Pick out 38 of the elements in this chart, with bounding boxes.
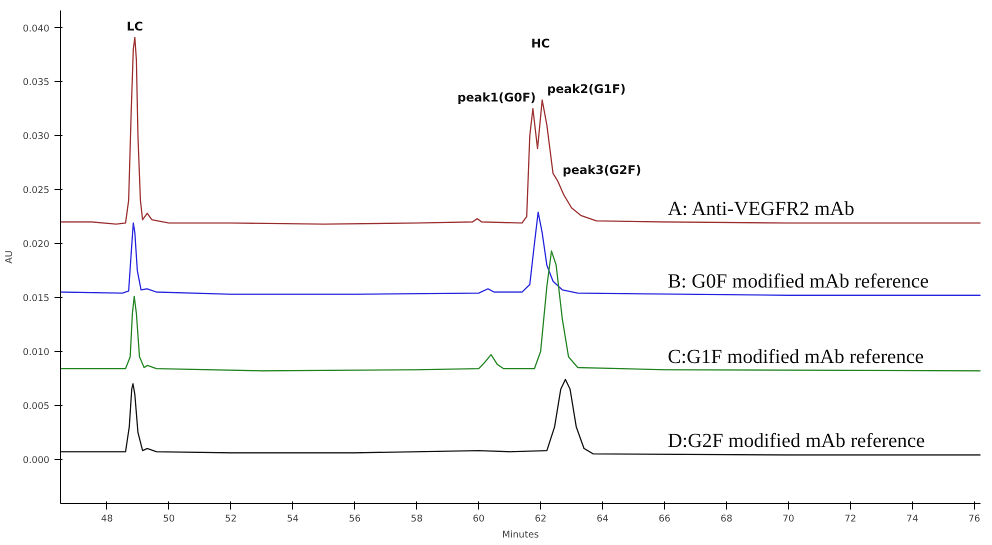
x-tick-label: 76 <box>968 514 980 524</box>
x-tick-label: 58 <box>410 514 423 524</box>
series-label: C:G1F modified mAb reference <box>668 346 924 368</box>
y-tick-label: 0.015 <box>22 292 50 304</box>
x-tick-label: 52 <box>224 514 237 524</box>
x-tick-label: 62 <box>534 514 547 524</box>
annotation: LC <box>126 19 144 34</box>
y-tick-label: 0.010 <box>22 346 50 358</box>
x-tick-label: 74 <box>906 514 918 524</box>
x-tick-label: 48 <box>101 514 113 524</box>
y-tick-label: 0.000 <box>22 454 50 466</box>
x-tick-label: 68 <box>720 514 732 524</box>
x-axis-title: Minutes <box>502 530 539 540</box>
x-tick-label: 66 <box>658 514 671 524</box>
series-label: B: G0F modified mAb reference <box>668 270 929 292</box>
x-tick-label: 64 <box>596 514 609 524</box>
y-tick-label: 0.025 <box>22 185 50 196</box>
y-tick-label: 0.030 <box>22 131 50 142</box>
series-label: A: Anti-VEGFR2 mAb <box>668 198 854 220</box>
annotation: HC <box>531 36 550 50</box>
y-tick-label: 0.035 <box>22 77 50 88</box>
annotation: peak3(G2F) <box>562 162 642 177</box>
x-tick-label: 54 <box>286 514 299 524</box>
annotation: peak1(G0F) <box>457 90 536 105</box>
line-series <box>60 378 980 456</box>
y-tick-label: 0.040 <box>22 23 50 34</box>
x-tick-label: 50 <box>162 514 175 524</box>
series-label: D:G2F modified mAb reference <box>668 430 925 452</box>
line-series <box>60 36 980 225</box>
annotation: peak2(G1F) <box>547 82 626 96</box>
x-tick-label: 72 <box>844 514 856 524</box>
y-axis-title: AU <box>4 250 15 264</box>
x-tick-label: 56 <box>348 514 361 524</box>
line-series <box>60 250 980 372</box>
x-tick-label: 60 <box>472 514 485 524</box>
y-tick-label: 0.005 <box>22 400 50 412</box>
y-tick-label: 0.020 <box>22 239 50 250</box>
x-tick-label: 70 <box>782 514 794 524</box>
